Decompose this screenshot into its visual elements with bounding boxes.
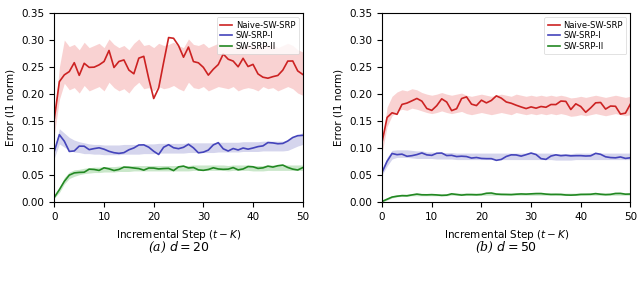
- SW-SRP-I: [225, 149, 232, 153]
- SW-SRP-I: [438, 151, 445, 155]
- Naive-SW-SRP: [378, 140, 386, 144]
- SW-SRP-II: [378, 200, 386, 203]
- SW-SRP-I: [294, 134, 301, 137]
- SW-SRP-II: [105, 167, 113, 171]
- SW-SRP-I: [299, 134, 307, 137]
- X-axis label: Incremental Step $(t - K)$: Incremental Step $(t - K)$: [116, 227, 241, 242]
- SW-SRP-I: [621, 157, 629, 160]
- SW-SRP-II: [130, 166, 138, 170]
- Naive-SW-SRP: [433, 104, 440, 108]
- SW-SRP-II: [51, 195, 58, 199]
- Naive-SW-SRP: [547, 103, 555, 106]
- Naive-SW-SRP: [125, 68, 132, 72]
- SW-SRP-II: [294, 168, 301, 172]
- SW-SRP-II: [621, 192, 629, 196]
- Text: (b) $d = 50$: (b) $d = 50$: [476, 240, 538, 255]
- SW-SRP-I: [458, 155, 465, 158]
- Line: SW-SRP-II: SW-SRP-II: [382, 193, 630, 201]
- SW-SRP-II: [125, 166, 132, 169]
- SW-SRP-I: [56, 133, 63, 136]
- Line: SW-SRP-I: SW-SRP-I: [54, 135, 303, 154]
- Naive-SW-SRP: [164, 36, 172, 39]
- SW-SRP-I: [562, 153, 570, 157]
- SW-SRP-II: [547, 193, 555, 196]
- SW-SRP-I: [239, 146, 247, 150]
- SW-SRP-II: [488, 191, 495, 195]
- SW-SRP-I: [155, 153, 163, 156]
- Naive-SW-SRP: [458, 97, 465, 100]
- SW-SRP-II: [299, 166, 307, 169]
- SW-SRP-I: [378, 171, 386, 174]
- SW-SRP-I: [463, 155, 470, 158]
- Naive-SW-SRP: [51, 116, 58, 120]
- Line: Naive-SW-SRP: Naive-SW-SRP: [54, 38, 303, 118]
- Legend: Naive-SW-SRP, SW-SRP-I, SW-SRP-II: Naive-SW-SRP, SW-SRP-I, SW-SRP-II: [544, 17, 626, 54]
- SW-SRP-I: [547, 154, 555, 158]
- Naive-SW-SRP: [621, 111, 629, 115]
- SW-SRP-I: [418, 151, 426, 155]
- SW-SRP-II: [452, 193, 460, 196]
- SW-SRP-I: [51, 149, 58, 153]
- Naive-SW-SRP: [452, 107, 460, 110]
- SW-SRP-II: [562, 193, 570, 197]
- SW-SRP-I: [130, 146, 138, 150]
- SW-SRP-II: [279, 163, 287, 167]
- Naive-SW-SRP: [299, 73, 307, 76]
- Line: Naive-SW-SRP: Naive-SW-SRP: [382, 96, 630, 142]
- SW-SRP-II: [229, 166, 237, 169]
- Naive-SW-SRP: [234, 65, 242, 68]
- Y-axis label: Error (l1 norm): Error (l1 norm): [333, 69, 344, 146]
- Line: SW-SRP-I: SW-SRP-I: [382, 153, 630, 172]
- SW-SRP-I: [627, 156, 634, 160]
- SW-SRP-II: [458, 193, 465, 197]
- Naive-SW-SRP: [105, 49, 113, 52]
- SW-SRP-I: [110, 151, 118, 154]
- Naive-SW-SRP: [562, 100, 570, 103]
- Line: SW-SRP-II: SW-SRP-II: [54, 165, 303, 197]
- Naive-SW-SRP: [493, 94, 500, 98]
- Naive-SW-SRP: [294, 69, 301, 73]
- Y-axis label: Error (l1 norm): Error (l1 norm): [6, 69, 16, 146]
- Naive-SW-SRP: [130, 72, 138, 75]
- SW-SRP-II: [433, 193, 440, 197]
- SW-SRP-II: [214, 167, 222, 171]
- SW-SRP-I: [135, 143, 143, 147]
- Legend: Naive-SW-SRP, SW-SRP-I, SW-SRP-II: Naive-SW-SRP, SW-SRP-I, SW-SRP-II: [216, 17, 298, 54]
- Text: (a) $d = 20$: (a) $d = 20$: [148, 240, 209, 255]
- SW-SRP-II: [627, 192, 634, 196]
- Naive-SW-SRP: [220, 52, 227, 56]
- Naive-SW-SRP: [627, 102, 634, 106]
- X-axis label: Incremental Step $(t - K)$: Incremental Step $(t - K)$: [444, 227, 569, 242]
